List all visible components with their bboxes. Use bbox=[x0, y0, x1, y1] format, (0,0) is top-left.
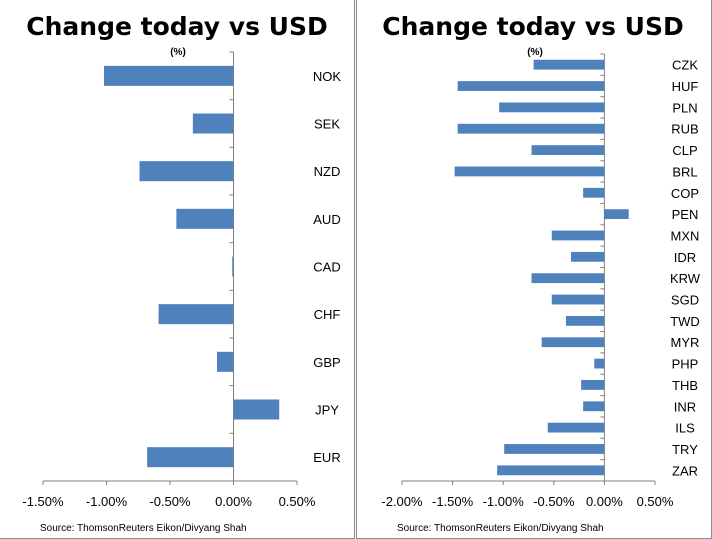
category-label-mxn: MXN bbox=[671, 228, 700, 243]
bar-eur bbox=[147, 447, 234, 468]
bar-cop bbox=[583, 187, 605, 198]
category-label-rub: RUB bbox=[671, 122, 698, 137]
category-label-jpy: JPY bbox=[315, 403, 339, 418]
bar-mxn bbox=[551, 230, 605, 241]
bar-huf bbox=[457, 81, 605, 91]
bar-pen bbox=[604, 209, 629, 220]
category-label-gbp: GBP bbox=[313, 355, 340, 370]
category-label-thb: THB bbox=[672, 378, 698, 393]
value-tick-label: -1.50% bbox=[432, 494, 474, 509]
category-label-nok: NOK bbox=[313, 69, 342, 84]
bar-chf bbox=[158, 304, 234, 325]
unit-label: (%) bbox=[170, 47, 186, 58]
bar-myr bbox=[541, 337, 605, 348]
category-label-chf: CHF bbox=[314, 307, 341, 322]
bar-krw bbox=[531, 273, 605, 284]
value-tick-label: -2.00% bbox=[381, 494, 423, 509]
value-tick-label: -0.50% bbox=[533, 494, 575, 509]
right-chart-panel: Change today vs USD (%) Source: ThomsonR… bbox=[356, 0, 712, 539]
category-label-eur: EUR bbox=[313, 450, 340, 465]
bar-aud bbox=[176, 208, 234, 229]
bar-cad bbox=[232, 256, 234, 277]
bar-brl bbox=[454, 166, 605, 177]
bar-czk bbox=[533, 59, 605, 70]
chart-title: Change today vs USD bbox=[382, 12, 683, 41]
bar-nzd bbox=[139, 161, 234, 182]
value-tick-label: -0.50% bbox=[149, 494, 191, 509]
value-tick-label: -1.00% bbox=[483, 494, 525, 509]
category-label-twd: TWD bbox=[670, 314, 700, 329]
category-label-aud: AUD bbox=[313, 212, 340, 227]
bar-thb bbox=[581, 380, 605, 390]
bar-nok bbox=[103, 65, 234, 86]
value-tick-label: -1.00% bbox=[86, 494, 128, 509]
category-label-pln: PLN bbox=[672, 100, 697, 115]
category-label-krw: KRW bbox=[670, 271, 701, 286]
bar-jpy bbox=[233, 399, 280, 420]
category-label-idr: IDR bbox=[674, 250, 696, 265]
category-label-myr: MYR bbox=[671, 335, 700, 350]
bar-pln bbox=[499, 102, 605, 113]
bar-rub bbox=[457, 123, 605, 134]
category-label-try: TRY bbox=[672, 442, 698, 457]
bar-sek bbox=[192, 113, 234, 134]
category-label-clp: CLP bbox=[672, 143, 697, 158]
left-bar-chart: Change today vs USD (%) Source: ThomsonR… bbox=[22, 12, 342, 534]
category-label-cop: COP bbox=[671, 186, 699, 201]
right-bar-chart: Change today vs USD (%) Source: ThomsonR… bbox=[381, 12, 701, 534]
category-label-sgd: SGD bbox=[671, 293, 699, 308]
category-label-zar: ZAR bbox=[672, 463, 698, 478]
value-tick-label: -1.50% bbox=[22, 494, 64, 509]
bar-clp bbox=[531, 145, 605, 155]
category-label-huf: HUF bbox=[672, 79, 699, 94]
value-tick-label: 0.50% bbox=[279, 494, 316, 509]
value-tick-label: 0.00% bbox=[586, 494, 623, 509]
bar-php bbox=[594, 358, 605, 369]
value-tick-label: 0.50% bbox=[637, 494, 674, 509]
left-chart-panel: Change today vs USD (%) Source: ThomsonR… bbox=[0, 0, 355, 539]
bar-zar bbox=[497, 465, 605, 476]
category-label-inr: INR bbox=[674, 399, 696, 414]
category-label-pen: PEN bbox=[672, 207, 699, 222]
category-label-nzd: NZD bbox=[314, 164, 341, 179]
bar-ils bbox=[547, 422, 605, 433]
bar-gbp bbox=[216, 351, 234, 372]
unit-label: (%) bbox=[527, 47, 543, 58]
category-label-php: PHP bbox=[672, 357, 699, 372]
bar-twd bbox=[565, 315, 605, 326]
source-note: Source: ThomsonReuters Eikon/Divyang Sha… bbox=[397, 523, 604, 534]
category-label-ils: ILS bbox=[675, 421, 695, 436]
category-label-sek: SEK bbox=[314, 117, 340, 132]
category-label-czk: CZK bbox=[672, 58, 698, 73]
bar-try bbox=[504, 444, 605, 454]
chart-title: Change today vs USD bbox=[26, 12, 327, 41]
bar-sgd bbox=[551, 294, 605, 305]
bar-inr bbox=[583, 401, 605, 412]
category-label-brl: BRL bbox=[672, 164, 697, 179]
bar-idr bbox=[571, 251, 605, 262]
category-label-cad: CAD bbox=[313, 260, 340, 275]
value-tick-label: 0.00% bbox=[215, 494, 252, 509]
source-note: Source: ThomsonReuters Eikon/Divyang Sha… bbox=[40, 523, 247, 534]
